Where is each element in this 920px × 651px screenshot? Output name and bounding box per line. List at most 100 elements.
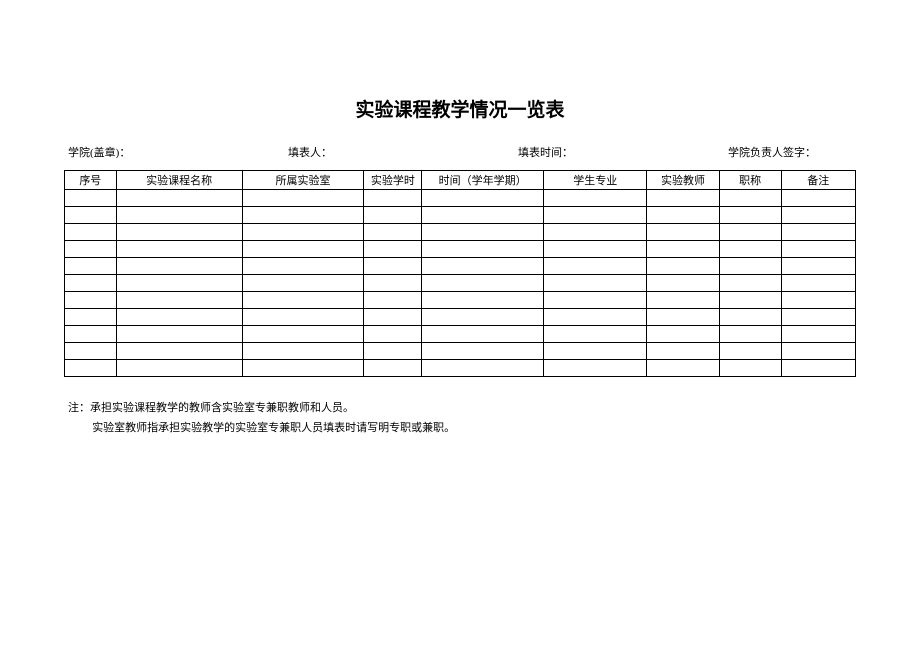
table-cell — [544, 275, 647, 292]
note-line-2: 实验室教师指承担实验教学的实验室专兼职人员填表时请写明专职或兼职。 — [68, 419, 856, 439]
table-row — [65, 360, 856, 377]
table-cell — [719, 190, 781, 207]
table-cell — [647, 207, 719, 224]
table-cell — [422, 326, 544, 343]
table-row — [65, 258, 856, 275]
table-cell — [544, 360, 647, 377]
table-cell — [422, 258, 544, 275]
notes-block: 注：承担实验课程教学的教师含实验室专兼职教师和人员。 实验室教师指承担实验教学的… — [64, 399, 856, 439]
table-cell — [544, 326, 647, 343]
table-cell — [544, 258, 647, 275]
column-header: 学生专业 — [544, 171, 647, 190]
table-cell — [781, 360, 855, 377]
table-header-row: 序号实验课程名称所属实验室实验学时时间（学年学期）学生专业实验教师职称备注 — [65, 171, 856, 190]
table-cell — [422, 275, 544, 292]
table-row — [65, 224, 856, 241]
table-cell — [65, 275, 117, 292]
table-cell — [364, 241, 422, 258]
table-cell — [544, 224, 647, 241]
column-header: 备注 — [781, 171, 855, 190]
table-cell — [116, 360, 242, 377]
table-cell — [544, 241, 647, 258]
table-cell — [65, 241, 117, 258]
table-cell — [781, 275, 855, 292]
table-cell — [364, 224, 422, 241]
table-cell — [781, 258, 855, 275]
table-cell — [647, 326, 719, 343]
table-cell — [242, 343, 364, 360]
table-cell — [719, 343, 781, 360]
table-cell — [781, 241, 855, 258]
table-row — [65, 309, 856, 326]
table-row — [65, 275, 856, 292]
table-cell — [116, 292, 242, 309]
table-cell — [242, 326, 364, 343]
table-cell — [647, 275, 719, 292]
table-cell — [65, 343, 117, 360]
column-header: 职称 — [719, 171, 781, 190]
table-cell — [781, 224, 855, 241]
table-cell — [647, 343, 719, 360]
table-cell — [544, 207, 647, 224]
table-cell — [422, 207, 544, 224]
table-cell — [719, 360, 781, 377]
table-cell — [422, 343, 544, 360]
table-cell — [422, 309, 544, 326]
table-cell — [422, 224, 544, 241]
table-cell — [544, 309, 647, 326]
table-cell — [647, 241, 719, 258]
table-cell — [116, 190, 242, 207]
table-cell — [422, 292, 544, 309]
table-cell — [364, 326, 422, 343]
table-cell — [116, 241, 242, 258]
table-cell — [781, 190, 855, 207]
column-header: 实验课程名称 — [116, 171, 242, 190]
table-cell — [242, 224, 364, 241]
table-cell — [647, 190, 719, 207]
table-cell — [364, 309, 422, 326]
table-cell — [364, 360, 422, 377]
table-cell — [116, 275, 242, 292]
table-cell — [781, 292, 855, 309]
document-page: 实验课程教学情况一览表 学院(盖章)： 填表人： 填表时间： 学院负责人签字： … — [0, 0, 920, 439]
table-cell — [647, 224, 719, 241]
page-title: 实验课程教学情况一览表 — [64, 95, 856, 122]
table-cell — [116, 258, 242, 275]
table-row — [65, 343, 856, 360]
table-cell — [719, 326, 781, 343]
table-cell — [422, 241, 544, 258]
table-cell — [364, 258, 422, 275]
table-cell — [781, 343, 855, 360]
table-cell — [364, 292, 422, 309]
note-line-1: 注：承担实验课程教学的教师含实验室专兼职教师和人员。 — [68, 399, 856, 419]
table-row — [65, 207, 856, 224]
table-cell — [116, 224, 242, 241]
table-cell — [719, 309, 781, 326]
table-cell — [544, 190, 647, 207]
meta-row: 学院(盖章)： 填表人： 填表时间： 学院负责人签字： — [64, 144, 856, 160]
table-cell — [116, 309, 242, 326]
table-cell — [65, 224, 117, 241]
table-cell — [364, 275, 422, 292]
table-cell — [647, 309, 719, 326]
column-header: 实验教师 — [647, 171, 719, 190]
table-cell — [544, 343, 647, 360]
table-cell — [364, 343, 422, 360]
table-cell — [544, 292, 647, 309]
table-cell — [116, 207, 242, 224]
table-cell — [116, 326, 242, 343]
table-cell — [647, 292, 719, 309]
table-row — [65, 292, 856, 309]
table-cell — [364, 207, 422, 224]
table-cell — [719, 224, 781, 241]
table-cell — [719, 275, 781, 292]
table-cell — [422, 190, 544, 207]
table-cell — [65, 309, 117, 326]
column-header: 所属实验室 — [242, 171, 364, 190]
meta-headsign-label: 学院负责人签字： — [728, 144, 852, 160]
table-row — [65, 326, 856, 343]
table-cell — [647, 360, 719, 377]
table-cell — [242, 292, 364, 309]
table-cell — [116, 343, 242, 360]
table-cell — [65, 326, 117, 343]
